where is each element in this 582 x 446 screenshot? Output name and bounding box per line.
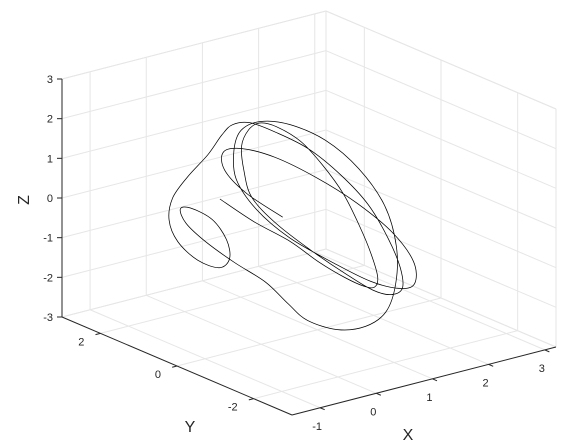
z-tick-label: -3 (43, 312, 53, 324)
pane-edge (61, 248, 327, 318)
tick-labels: -1 0 1 2 3 -2 0 2 -3 -2 -1 0 1 2 3 (43, 74, 545, 433)
x-axis-label: X (403, 427, 414, 444)
x-tick-label: 0 (370, 406, 376, 418)
y-tick (95, 332, 101, 336)
y-tick (172, 365, 178, 368)
z-tick-label: 0 (47, 193, 53, 205)
x-tick-label: -1 (312, 421, 322, 433)
grid-line (100, 264, 365, 334)
z-tick-label: -1 (43, 233, 53, 245)
grid-line (61, 169, 327, 239)
grid-line (61, 208, 327, 278)
grid-line (325, 208, 557, 308)
z-tick-label: -2 (43, 272, 53, 284)
grid-line (176, 297, 442, 367)
pane-edge (325, 10, 557, 110)
x-tick (488, 363, 494, 367)
x-axis-line (291, 346, 557, 416)
y-tick-label: 2 (78, 336, 84, 348)
grid-line (325, 129, 557, 229)
y-tick (248, 398, 254, 401)
y-axis-label: Y (185, 419, 196, 436)
z-tick-label: 3 (47, 74, 53, 86)
grid-line (61, 129, 327, 199)
x-tick (319, 407, 325, 411)
grid-line (61, 50, 327, 120)
grid-line (325, 89, 557, 189)
trajectory-line (168, 120, 417, 331)
grid-line (61, 89, 327, 159)
x-tick-label: 1 (426, 392, 432, 404)
x-tick (432, 378, 438, 382)
z-tick-label: 2 (47, 114, 53, 126)
z-axis-label: Z (16, 195, 33, 205)
pane-edge (325, 248, 557, 348)
x-tick (376, 392, 382, 396)
x-tick-label: 3 (539, 363, 545, 375)
axes (57, 78, 557, 416)
z-tick-label: 1 (47, 153, 53, 165)
grid-line (253, 330, 518, 400)
y-tick-label: 0 (155, 369, 161, 381)
grid (61, 10, 557, 409)
x-tick (544, 349, 550, 353)
pane-edge (61, 10, 327, 80)
plot-area (168, 120, 417, 331)
grid-line (325, 169, 557, 269)
x-tick-label: 2 (483, 377, 489, 389)
grid-line (325, 50, 557, 150)
y-tick-label: -2 (228, 402, 238, 414)
